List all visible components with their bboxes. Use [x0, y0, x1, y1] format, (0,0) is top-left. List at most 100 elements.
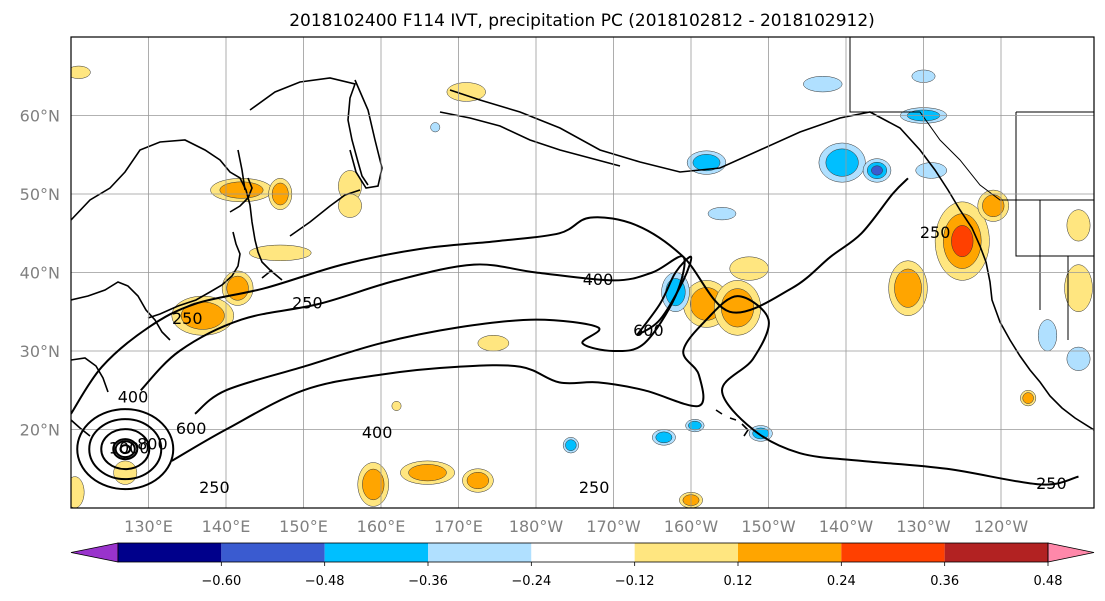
precip-region: [430, 122, 441, 133]
contour-label: 800: [137, 435, 168, 454]
contour-label: 400: [118, 388, 149, 407]
coastlines: [71, 77, 1094, 437]
x-tick-label: 140°W: [819, 517, 874, 536]
x-tick-label: 160°E: [357, 517, 406, 536]
x-tick-labels: 130°E 140°E 150°E 160°E 170°E 180°W 170°W 160°W…: [124, 517, 1028, 536]
contour-label: 250: [292, 293, 323, 312]
precip-region: [818, 142, 866, 183]
coastline-hawaii: [715, 409, 750, 437]
ivt-contour-600: [635, 255, 693, 337]
precip-level: [1066, 209, 1091, 242]
contour-label: 250: [1036, 474, 1067, 493]
precip-region: [888, 260, 928, 316]
precip-region: [1020, 390, 1037, 407]
contour-label: 400: [583, 270, 614, 289]
colorbar-tick-label: 0.36: [930, 574, 959, 589]
precip-region: [462, 468, 494, 493]
precip-region: [729, 256, 769, 281]
precipitation-pc-field: [71, 65, 1093, 508]
coastline-asia: [71, 77, 369, 437]
colorbar-segment: [531, 543, 635, 562]
coastline-japan: [147, 177, 273, 319]
precip-level: [1066, 346, 1091, 371]
colorbar-tick-label: 0.12: [724, 574, 753, 589]
precip-level: [1037, 319, 1058, 352]
precip-level: [466, 472, 489, 490]
contour-label: 600: [633, 321, 664, 340]
x-tick-label: 170°W: [586, 517, 641, 536]
colorbar-segment: [324, 543, 428, 562]
precip-level: [446, 82, 486, 102]
precip-region: [562, 437, 579, 454]
contour-label: 250: [579, 478, 610, 497]
x-tick-label: 180°W: [509, 517, 564, 536]
precip-level: [825, 148, 859, 177]
coastline-alaska: [439, 89, 1094, 431]
y-tick-label: 40°N: [20, 264, 60, 283]
precip-level: [655, 431, 673, 444]
precip-region: [1066, 346, 1091, 371]
precip-level: [249, 244, 312, 261]
ivt-contour-600: [88, 418, 163, 481]
map-frame: [70, 36, 1095, 509]
precip-level: [871, 165, 883, 176]
precip-level: [71, 476, 85, 508]
precip-level: [951, 225, 974, 258]
precip-level: [688, 420, 702, 431]
precip-level: [707, 207, 737, 221]
precip-region: [400, 460, 455, 485]
ivt-contour-400: [76, 408, 175, 491]
ivt-contour-250: [171, 295, 1079, 486]
colorbar-segment: [944, 543, 1048, 562]
precip-level: [430, 122, 441, 133]
contour-label: 250: [199, 478, 230, 497]
contour-label: 600: [176, 419, 207, 438]
precip-region: [113, 460, 138, 485]
x-tick-label: 170°E: [434, 517, 483, 536]
colorbar-segment: [738, 543, 842, 562]
colorbar-tick-label: 0.24: [827, 574, 856, 589]
contour-label: 250: [172, 309, 203, 328]
y-tick-label: 20°N: [20, 421, 60, 440]
precip-region: [803, 76, 843, 93]
chart-title: 2018102400 F114 IVT, precipitation PC (2…: [289, 11, 875, 31]
precip-level: [362, 468, 385, 501]
ivt-contour-inner: [119, 444, 132, 455]
x-tick-label: 140°E: [202, 517, 251, 536]
colorbar: −0.60 −0.48 −0.36 −0.24 −0.12 0.12 0.24 0.36 0.4…: [70, 542, 1095, 589]
precip-region: [391, 400, 402, 411]
x-tick-label: 150°W: [741, 517, 796, 536]
colorbar-tick-label: −0.12: [615, 574, 655, 589]
x-tick-label: 130°E: [124, 517, 173, 536]
ivt-contours: [71, 177, 1079, 491]
precip-level: [1022, 392, 1034, 404]
colorbar-segment: [428, 543, 532, 562]
y-tick-labels: 20°N 30°N 40°N 50°N 60°N: [20, 107, 60, 440]
ivt-contour-800: [100, 428, 151, 471]
ivt-contour-250: [71, 177, 909, 415]
colorbar-segment: [118, 543, 222, 562]
colorbar-tick-label: −0.24: [511, 574, 551, 589]
colorbar-tick-label: −0.36: [408, 574, 448, 589]
precip-region: [249, 244, 312, 261]
colorbar-segment: [634, 543, 738, 562]
precip-level: [391, 400, 402, 411]
precip-region: [446, 82, 486, 102]
x-tick-label: 120°W: [974, 517, 1029, 536]
x-tick-label: 160°W: [664, 517, 719, 536]
border-us-canada: [849, 37, 1094, 340]
precip-level: [113, 460, 138, 485]
precip-level: [71, 65, 91, 79]
precip-level: [692, 154, 721, 172]
colorbar-tick-label: 0.48: [1034, 574, 1063, 589]
ivt-contour-1000: [112, 438, 139, 461]
precip-region: [221, 270, 254, 306]
colorbar-tick-label: −0.48: [305, 574, 345, 589]
precip-region: [477, 335, 510, 352]
x-tick-label: 130°W: [896, 517, 951, 536]
precip-level: [803, 76, 843, 93]
precip-level: [477, 335, 510, 352]
precip-region: [1066, 209, 1091, 242]
colorbar-extend-low: [70, 542, 119, 563]
